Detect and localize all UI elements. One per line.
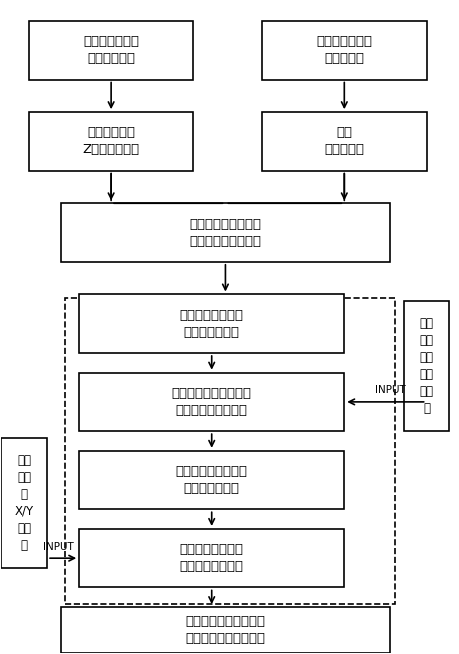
FancyBboxPatch shape: [262, 112, 425, 171]
FancyBboxPatch shape: [61, 203, 389, 262]
Text: 选出
温度敏感点: 选出 温度敏感点: [324, 126, 364, 156]
Text: 将各点热误差模型
嵌入到补偿器中: 将各点热误差模型 嵌入到补偿器中: [179, 309, 243, 339]
FancyBboxPatch shape: [29, 21, 193, 80]
FancyBboxPatch shape: [79, 529, 343, 587]
Text: 补偿值输入到机床结合
坐标原点偏移进行补偿: 补偿值输入到机床结合 坐标原点偏移进行补偿: [185, 615, 265, 645]
Text: 建立工作台上各代表
位置点的热误差模型: 建立工作台上各代表 位置点的热误差模型: [189, 218, 261, 248]
FancyBboxPatch shape: [79, 451, 343, 509]
Text: 所测
温度
敏感
点的
温度
值: 所测 温度 敏感 点的 温度 值: [419, 317, 433, 415]
FancyBboxPatch shape: [61, 607, 389, 653]
Text: 计算出机床各坐标
下的热误差补偿值: 计算出机床各坐标 下的热误差补偿值: [179, 543, 243, 573]
FancyBboxPatch shape: [79, 294, 343, 353]
Text: 采集工作台代表
位置点坐标值: 采集工作台代表 位置点坐标值: [83, 35, 139, 65]
Text: INPUT: INPUT: [43, 542, 74, 552]
Text: 采集主轴温度采
集点温度值: 采集主轴温度采 集点温度值: [316, 35, 371, 65]
FancyBboxPatch shape: [1, 438, 47, 568]
Text: INPUT: INPUT: [374, 385, 404, 396]
Text: 计算出该温度时刻的各
位置点的预测变形值: 计算出该温度时刻的各 位置点的预测变形值: [171, 387, 251, 417]
Text: 机床
实时
的
X/Y
坐标
值: 机床 实时 的 X/Y 坐标 值: [15, 454, 34, 552]
FancyBboxPatch shape: [29, 112, 193, 171]
FancyBboxPatch shape: [403, 301, 448, 431]
Text: 计算出各点的
Z轴轴向热变形: 计算出各点的 Z轴轴向热变形: [82, 126, 140, 156]
Text: 建模拟合出该温度时
刻的热误差曲面: 建模拟合出该温度时 刻的热误差曲面: [175, 465, 247, 495]
FancyBboxPatch shape: [79, 373, 343, 431]
FancyBboxPatch shape: [262, 21, 425, 80]
